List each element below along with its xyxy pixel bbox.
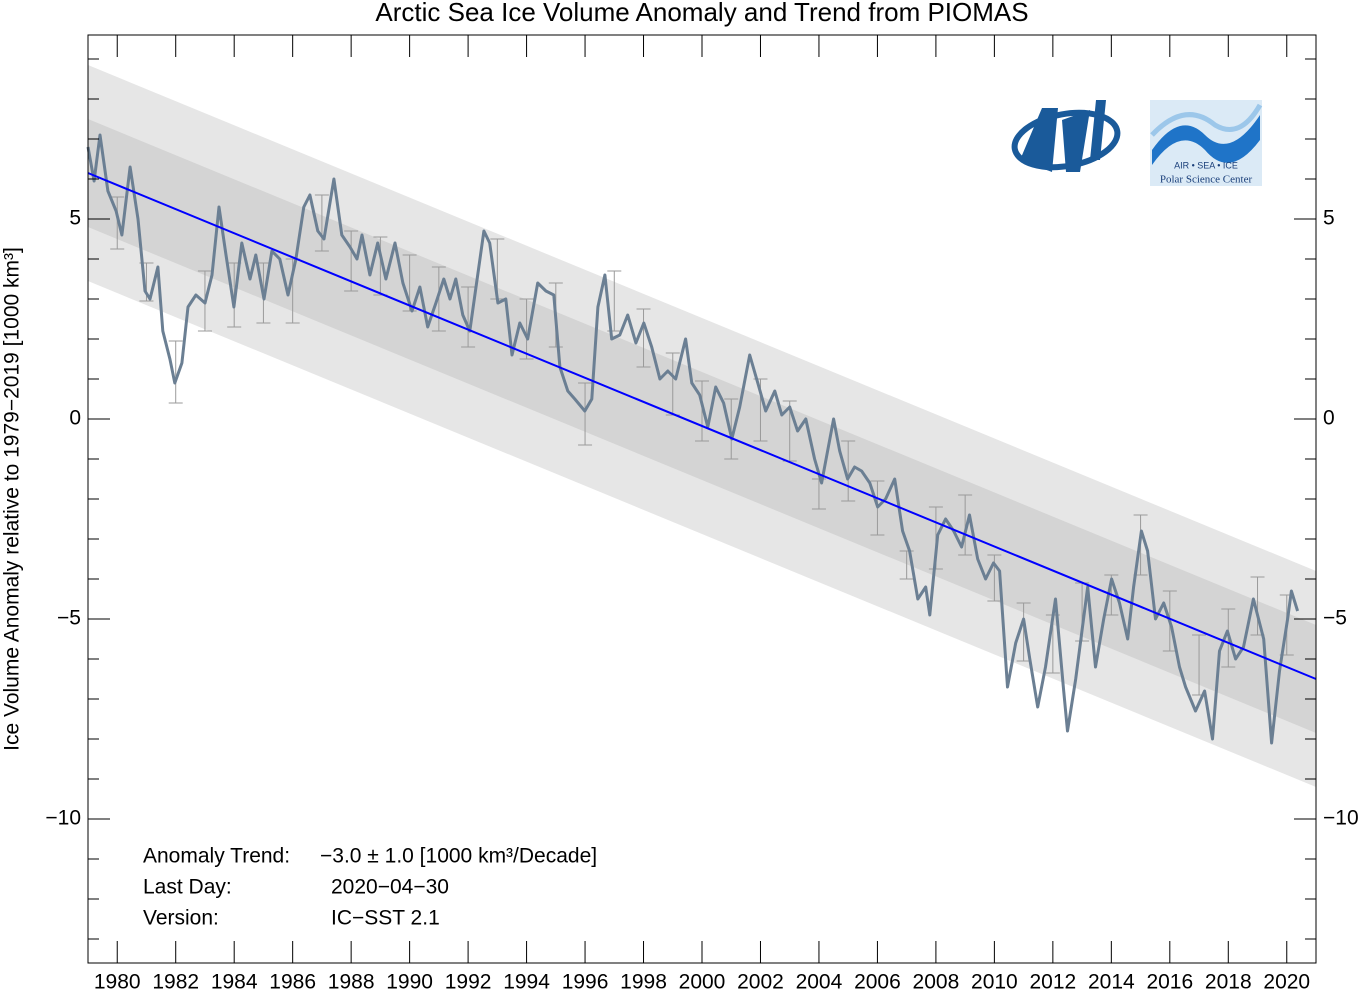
error-bar bbox=[314, 194, 329, 252]
y-tick-label: 0 bbox=[1323, 407, 1335, 430]
y-tick-label: 0 bbox=[69, 407, 81, 430]
error-bar bbox=[578, 382, 593, 446]
y-tick-label: −5 bbox=[57, 607, 81, 630]
x-tick-label: 1986 bbox=[269, 971, 316, 993]
y-tick-label: −10 bbox=[1323, 807, 1359, 830]
error-bar bbox=[461, 286, 476, 348]
error-bar bbox=[519, 298, 534, 360]
error-bar bbox=[461, 286, 476, 348]
logo-text: Polar Science Center bbox=[1160, 174, 1253, 186]
annotation-label: Version: bbox=[143, 907, 219, 930]
annotation-text: 2020−04−30 bbox=[331, 876, 449, 899]
x-tick-label: 1996 bbox=[562, 971, 609, 993]
error-bar bbox=[636, 308, 651, 368]
x-tick-label: 1994 bbox=[503, 971, 550, 993]
error-bar bbox=[110, 196, 125, 250]
error-bar bbox=[431, 266, 446, 332]
annotation-text: IC−SST 2.1 bbox=[331, 907, 440, 930]
x-tick-label: 1984 bbox=[211, 971, 258, 993]
error-bar bbox=[110, 196, 125, 250]
error-bar bbox=[168, 340, 183, 404]
error-bar bbox=[695, 380, 709, 442]
x-tick-label: 1980 bbox=[94, 971, 141, 993]
annotation-text: −3.0 ± 1.0 [1000 km³/Decade] bbox=[320, 845, 597, 868]
error-bar bbox=[899, 550, 914, 580]
x-tick-label: 2004 bbox=[796, 971, 843, 993]
error-bar bbox=[899, 550, 914, 580]
error-bar bbox=[841, 440, 856, 502]
x-tick-label: 2018 bbox=[1205, 971, 1252, 993]
y-tick-label: −10 bbox=[45, 807, 81, 830]
error-bar bbox=[431, 266, 446, 332]
chart-title: Arctic Sea Ice Volume Anomaly and Trend … bbox=[375, 0, 1028, 27]
x-tick-label: 1990 bbox=[386, 971, 433, 993]
x-tick-label: 2012 bbox=[1029, 971, 1076, 993]
y-tick-label: −5 bbox=[1323, 607, 1347, 630]
error-bar bbox=[724, 398, 739, 460]
x-tick-label: 2014 bbox=[1088, 971, 1135, 993]
x-tick-label: 1982 bbox=[152, 971, 199, 993]
error-bar bbox=[314, 194, 329, 252]
error-bar bbox=[695, 380, 709, 442]
error-bar bbox=[841, 440, 856, 502]
psc-logo: AIR • SEA • ICE Polar Science Center bbox=[1150, 100, 1263, 186]
logo-text: AIR • SEA • ICE bbox=[1174, 160, 1238, 170]
x-tick-label: 2000 bbox=[679, 971, 726, 993]
plot-area: −10 −10 −5 −5 0 0 5 5 1980 1982 1984 1986 1988 1990 19… bbox=[45, 34, 1359, 994]
anomaly-line bbox=[86, 133, 1300, 745]
annotation-label: Last Day: bbox=[143, 876, 232, 899]
y-tick-label: 5 bbox=[1323, 207, 1335, 230]
x-tick-label: 1988 bbox=[328, 971, 375, 993]
error-bar bbox=[636, 308, 651, 368]
error-bar bbox=[1016, 602, 1031, 662]
error-bar bbox=[1016, 602, 1031, 662]
error-bar bbox=[519, 298, 534, 360]
error-bar bbox=[958, 494, 973, 556]
y-axis-label: Ice Volume Anomaly relative to 1979−2019… bbox=[1, 247, 24, 751]
annotation-label: Anomaly Trend: bbox=[143, 845, 290, 868]
x-tick-label: 2010 bbox=[971, 971, 1018, 993]
x-tick-label: 2008 bbox=[913, 971, 960, 993]
y-tick-label: 5 bbox=[69, 207, 81, 230]
error-bar bbox=[724, 398, 739, 460]
x-tick-label: 2020 bbox=[1263, 971, 1310, 993]
x-tick-label: 1992 bbox=[445, 971, 492, 993]
x-tick-label: 2002 bbox=[737, 971, 784, 993]
apl-logo bbox=[1011, 100, 1121, 172]
x-tick-label: 2006 bbox=[854, 971, 901, 993]
error-bar bbox=[578, 382, 593, 446]
x-tick-label: 2016 bbox=[1146, 971, 1193, 993]
error-bar bbox=[958, 494, 973, 556]
x-tick-label: 1998 bbox=[620, 971, 667, 993]
error-bar bbox=[168, 340, 183, 404]
trend-line bbox=[87, 172, 1317, 680]
